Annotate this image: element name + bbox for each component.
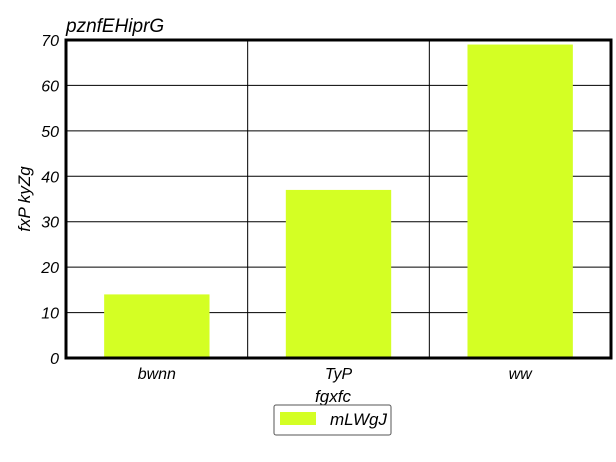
legend-swatch (280, 412, 316, 425)
bars (104, 44, 573, 359)
bar-ww (467, 44, 573, 359)
y-tick-label: 0 (50, 351, 59, 368)
x-axis-label: fgxfc (315, 387, 351, 406)
plot-frame (64, 38, 613, 360)
x-tick-label: bwnn (138, 366, 176, 383)
legend-label: mLWgJ (330, 410, 387, 429)
bar-bwnn (104, 294, 210, 358)
x-tick-label: ww (509, 366, 534, 383)
bar-TyP (285, 189, 392, 358)
y-tick-label: 10 (41, 306, 59, 323)
chart-title: pznfEHiprG (65, 16, 164, 37)
y-tick-label: 50 (41, 124, 59, 141)
y-tick-label: 60 (41, 78, 59, 95)
x-axis-ticks: bwnn TyP ww (138, 366, 533, 383)
y-tick-label: 20 (40, 260, 59, 277)
y-axis-ticks: 0 10 20 30 40 50 60 70 (40, 33, 59, 368)
y-tick-label: 40 (41, 169, 59, 186)
legend: mLWgJ (273, 404, 392, 436)
y-tick-label: 70 (41, 33, 59, 50)
y-tick-label: 30 (41, 215, 59, 232)
y-axis-label: fxP kyZg (15, 166, 34, 232)
x-tick-label: TyP (325, 366, 353, 383)
